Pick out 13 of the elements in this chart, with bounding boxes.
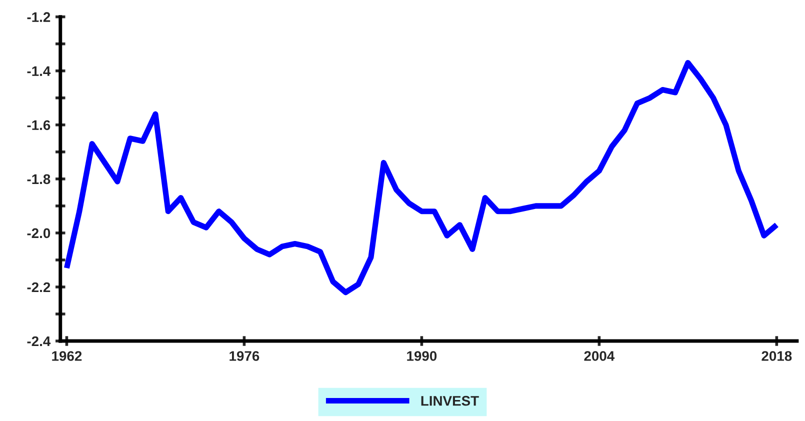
y-tick-label: -2.0 [27, 228, 50, 238]
x-tick-label: 1976 [230, 351, 260, 361]
y-tick-label: -1.2 [27, 12, 50, 22]
y-tick-label: -2.4 [27, 336, 51, 346]
x-tick-label: 1962 [52, 351, 82, 361]
y-tick-label: -1.6 [27, 120, 50, 130]
y-tick-label: -2.2 [27, 282, 50, 292]
y-tick-label: -1.8 [27, 174, 50, 184]
x-tick-label: 1990 [407, 351, 437, 361]
y-tick-label: -1.4 [27, 66, 51, 76]
x-tick-label: 2004 [584, 351, 615, 361]
text: LINVEST [421, 396, 479, 406]
x-tick-label: 2018 [762, 351, 792, 361]
